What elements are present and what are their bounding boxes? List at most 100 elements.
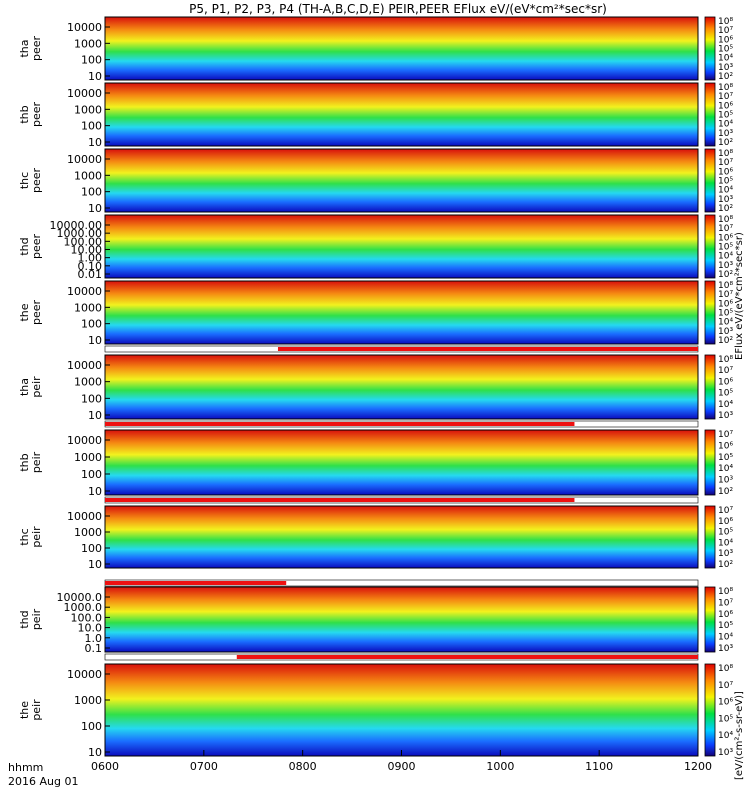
colorbar-tick-label: 10⁵ [718,243,733,253]
panel-frame [104,429,699,496]
y-axis-label: tha [18,39,31,57]
colorbar-tick-label: 10⁷ [718,290,733,300]
y-tick-label: 1.0 [85,632,103,645]
spectrogram-field [105,587,698,652]
colorbar-tick-label: 10⁶ [718,299,733,309]
panel-frame [104,214,699,279]
y-tick-label: 10 [88,558,102,571]
spectrogram-field [105,430,698,495]
colorbar-tick-label: 10⁷ [718,366,733,376]
y-axis-label: the [18,701,31,719]
colorbar-tick-label: 10⁸ [718,149,733,159]
panel-frame [104,16,699,81]
y-axis-label: peer [30,168,43,194]
colorbar-tick-label: 10² [718,487,733,497]
colorbar-tick-label: 10⁴ [718,120,733,130]
y-tick-label: 10 [88,202,102,215]
colorbar-tick-label: 10⁶ [718,610,733,620]
y-tick-label: 100 [81,54,102,67]
y-tick-label: 1000 [74,169,102,182]
x-tick-label: 0900 [388,760,416,773]
spectrogram-field [105,664,698,756]
y-axis-label: tha [18,378,31,396]
colorbar [704,429,716,496]
y-tick-label: 10 [88,746,102,759]
y-axis-label: thd [18,237,31,255]
status-bar-red-segment [105,498,575,502]
y-tick-label: 100 [81,186,102,199]
colorbar-tick-label: 10² [718,72,733,82]
y-axis-label: peir [30,699,43,721]
colorbar-tick-label: 10⁶ [718,167,733,177]
y-axis-label: peer [30,36,43,62]
colorbar [704,214,716,279]
colorbar-tick-label: 10⁷ [718,158,733,168]
spectrogram-panel-thb-peer: 10000 1000 100 10 thb peer 10⁸10⁷10⁶10⁵10⁴10³1… [18,82,733,149]
colorbar-tick-label: 10² [718,336,733,346]
y-tick-label: 1000.00 [57,227,103,240]
colorbar [704,280,716,345]
status-bar-red-segment [236,655,698,659]
colorbar [704,586,716,653]
spectrogram-field [105,149,698,212]
y-tick-label: 1000 [74,694,102,707]
x-tick-label: 1000 [486,760,514,773]
colorbar-tick-label: 10⁷ [718,681,733,691]
colorbar-tick-label: 10⁵ [718,714,733,724]
status-bar-red-segment [105,422,575,426]
y-axis-label: peir [30,451,43,473]
colorbar-tick-label: 10⁸ [718,83,733,93]
colorbar-tick-label: 10³ [718,129,733,139]
y-tick-label: 100 [81,720,102,733]
colorbar-tick-label: 10⁷ [718,26,733,36]
y-tick-label: 10 [88,409,102,422]
y-tick-label: 1000 [74,37,102,50]
y-tick-label: 100.00 [64,235,103,248]
y-tick-label: 100 [81,318,102,331]
y-tick-label: 10000 [67,510,102,523]
spectrogram-panel-tha-peer: 10000 1000 100 10 tha peer 10⁸10⁷10⁶10⁵10⁴10³1… [18,16,733,83]
spectrogram-panel-the-peir: 10000 1000 100 10 the peir 10⁸ 10⁷ 10⁶ 10⁵ 10⁴ 10³ [18,663,733,759]
spectrogram-field [105,506,698,568]
y-tick-label: 100 [81,120,102,133]
colorbar-tick-label: 10⁴ [718,633,733,643]
colorbar [704,82,716,147]
y-tick-label: 1.00 [78,252,103,265]
spectrogram-panel-the-peer: 10000 1000 100 10 the peer 10⁸10⁷10⁶10⁵10⁴10³1… [18,280,733,353]
x-tick-label: 0600 [91,760,119,773]
y-tick-label: 100.0 [71,611,103,624]
y-axis-label: thc [18,528,31,545]
colorbar-tick-label: 10⁶ [718,233,733,243]
time-axis-label: hhmm [8,761,43,774]
colorbar-tick-label: 10⁸ [718,664,733,674]
y-tick-label: 0.10 [78,260,103,273]
colorbar-units-label: [eV/(cm²-s-sr-eV)] [734,691,745,780]
y-axis-label: thc [18,172,31,189]
colorbar-tick-label: 10³ [718,476,733,486]
y-tick-label: 0.01 [78,268,103,281]
colorbar-tick-label: 10³ [718,195,733,205]
y-tick-label: 10.0 [78,622,103,635]
y-axis-label: peir [30,376,43,398]
colorbar [704,148,716,213]
colorbar-tick-label: 10³ [718,549,733,559]
colorbar-tick-label: 10⁷ [718,92,733,102]
colorbar-tick-label: 10⁸ [718,355,733,365]
y-tick-label: 10000 [67,21,102,34]
panel-frame [104,148,699,213]
y-axis-label: thb [18,105,31,123]
colorbar-tick-label: 10⁵ [718,309,733,319]
colorbar-tick-label: 10² [718,270,733,280]
colorbar-tick-label: 10³ [718,327,733,337]
colorbar-tick-label: 10³ [718,644,733,654]
colorbar-tick-label: 10⁵ [718,45,733,55]
colorbar-tick-label: 10⁵ [718,111,733,121]
spectrogram-field [105,215,698,278]
colorbar-tick-label: 10⁴ [718,252,733,262]
colorbar-tick-label: 10² [718,204,733,214]
y-tick-label: 1000 [74,376,102,389]
spectrogram-field [105,17,698,80]
colorbar-tick-label: 10⁷ [718,430,733,440]
